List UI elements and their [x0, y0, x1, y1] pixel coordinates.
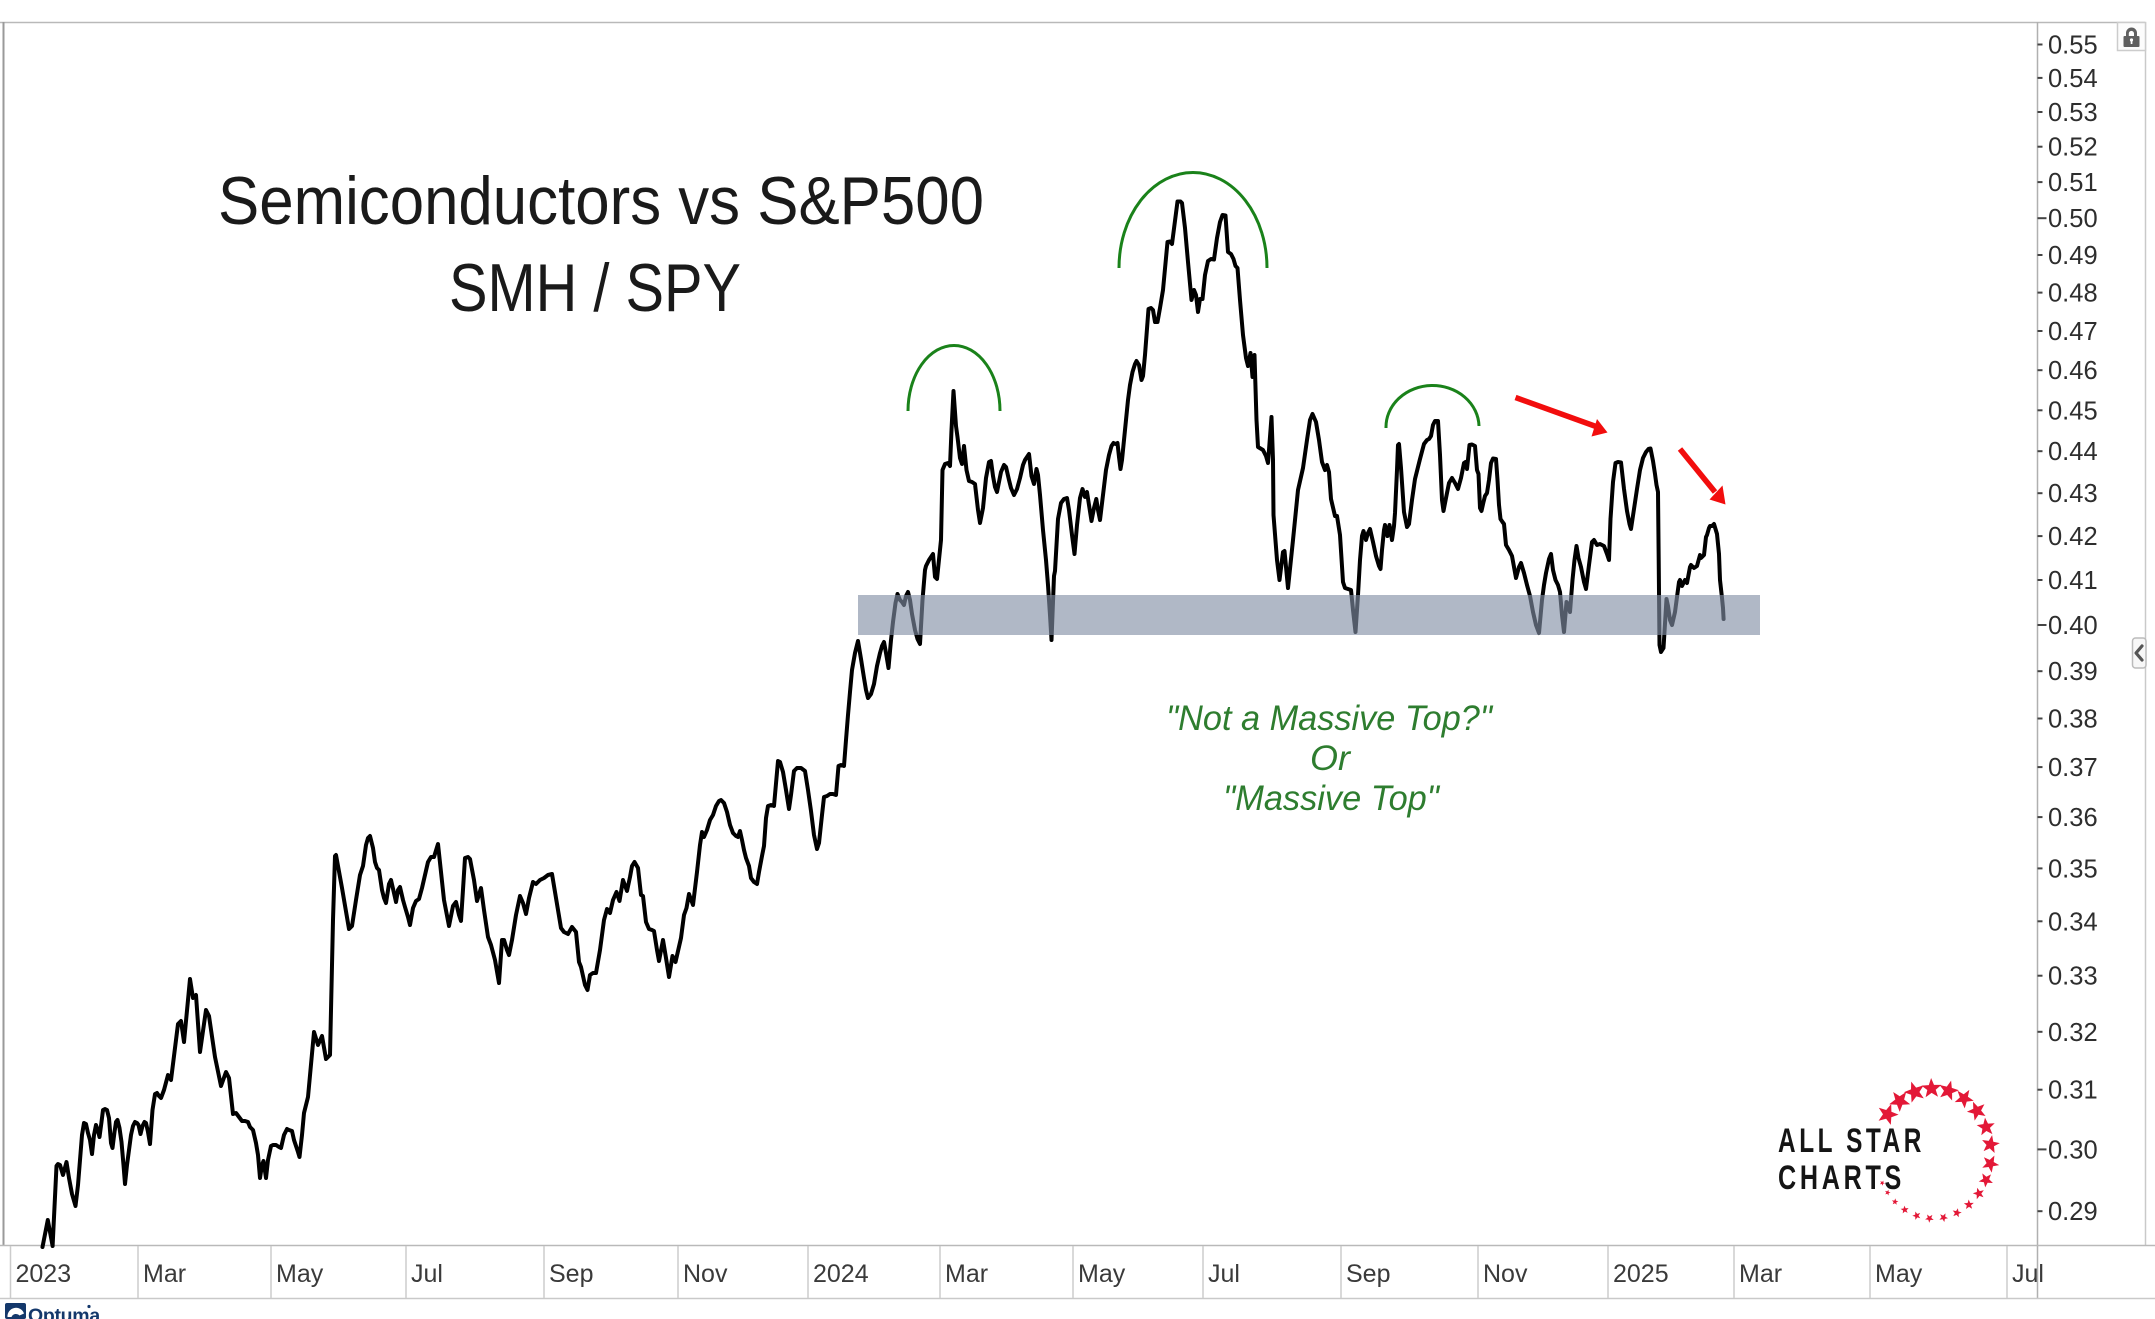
svg-text:Jul: Jul	[1208, 1260, 1240, 1288]
svg-text:"Not a Massive Top?": "Not a Massive Top?"	[1166, 699, 1494, 738]
svg-text:Nov: Nov	[1483, 1260, 1528, 1288]
svg-text:2024: 2024	[813, 1260, 869, 1288]
svg-text:0.39: 0.39	[2048, 658, 2098, 686]
svg-text:0.55: 0.55	[2048, 32, 2098, 60]
svg-text:0.41: 0.41	[2048, 567, 2098, 595]
svg-text:0.48: 0.48	[2048, 280, 2098, 308]
svg-text:Sep: Sep	[549, 1260, 593, 1288]
svg-text:0.42: 0.42	[2048, 523, 2098, 551]
svg-text:0.45: 0.45	[2048, 397, 2098, 425]
svg-text:0.35: 0.35	[2048, 855, 2098, 883]
svg-text:Mar: Mar	[1739, 1260, 1782, 1288]
svg-text:May: May	[276, 1260, 324, 1288]
svg-text:"Massive Top": "Massive Top"	[1223, 779, 1441, 818]
svg-text:Mar: Mar	[945, 1260, 988, 1288]
svg-text:SMH / SPY: SMH / SPY	[449, 250, 741, 326]
svg-text:0.33: 0.33	[2048, 963, 2098, 991]
svg-text:Nov: Nov	[683, 1260, 728, 1288]
svg-text:CHARTS: CHARTS	[1778, 1159, 1905, 1197]
svg-text:0.37: 0.37	[2048, 754, 2098, 782]
svg-text:May: May	[1875, 1260, 1923, 1288]
svg-text:0.47: 0.47	[2048, 318, 2098, 346]
svg-text:0.30: 0.30	[2048, 1136, 2098, 1164]
svg-text:0.31: 0.31	[2048, 1077, 2098, 1105]
svg-text:Jul: Jul	[2012, 1260, 2044, 1288]
svg-text:0.36: 0.36	[2048, 804, 2098, 832]
svg-text:0.32: 0.32	[2048, 1019, 2098, 1047]
svg-text:May: May	[1078, 1260, 1126, 1288]
svg-text:2025: 2025	[1613, 1260, 1669, 1288]
svg-text:0.53: 0.53	[2048, 99, 2098, 127]
svg-text:ALL STAR: ALL STAR	[1778, 1122, 1925, 1160]
svg-text:0.34: 0.34	[2048, 908, 2098, 936]
svg-text:0.29: 0.29	[2048, 1198, 2098, 1226]
svg-text:Optuma: Optuma	[28, 1305, 100, 1319]
svg-text:Sep: Sep	[1346, 1260, 1390, 1288]
svg-text:Jul: Jul	[411, 1260, 443, 1288]
svg-text:0.49: 0.49	[2048, 242, 2098, 270]
svg-text:0.52: 0.52	[2048, 134, 2098, 162]
svg-text:0.51: 0.51	[2048, 169, 2098, 197]
svg-text:2023: 2023	[16, 1260, 72, 1288]
svg-text:Mar: Mar	[143, 1260, 186, 1288]
svg-text:0.40: 0.40	[2048, 612, 2098, 640]
svg-text:Or: Or	[1310, 739, 1351, 778]
svg-text:0.44: 0.44	[2048, 438, 2098, 466]
svg-text:0.54: 0.54	[2048, 65, 2098, 93]
svg-text:0.50: 0.50	[2048, 205, 2098, 233]
svg-text:Semiconductors vs S&P500: Semiconductors vs S&P500	[218, 163, 984, 239]
svg-text:0.46: 0.46	[2048, 357, 2098, 385]
svg-text:0.43: 0.43	[2048, 480, 2098, 508]
svg-text:0.38: 0.38	[2048, 706, 2098, 734]
